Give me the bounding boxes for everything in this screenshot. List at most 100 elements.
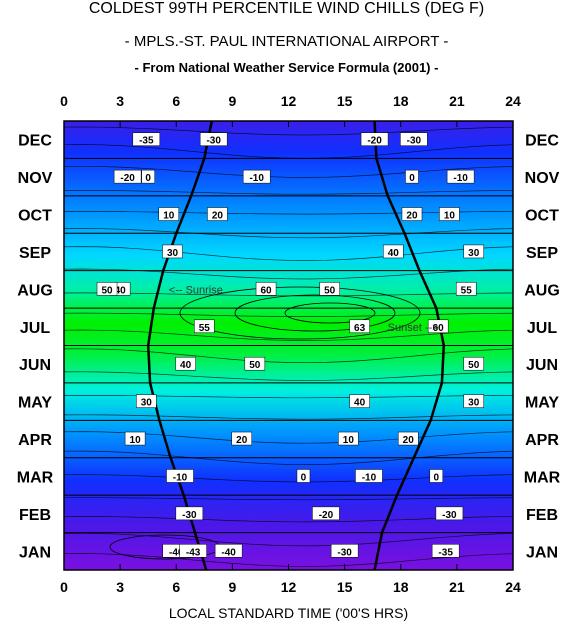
contour-value-label: 50 xyxy=(244,356,266,371)
svg-text:20: 20 xyxy=(406,211,418,222)
svg-text:30: 30 xyxy=(141,398,153,409)
contour-value-label: 55 xyxy=(455,282,477,296)
x-tick-label-top: 9 xyxy=(228,93,236,109)
month-label-left: FEB xyxy=(19,507,51,524)
contour-value-label: -10 xyxy=(166,469,194,483)
contour-value-label: 63 xyxy=(349,319,370,334)
contour-value-label: -20 xyxy=(113,169,142,184)
svg-text:63: 63 xyxy=(354,323,366,334)
contour-value-label: 40 xyxy=(349,394,370,409)
contour-line xyxy=(63,371,514,381)
svg-text:20: 20 xyxy=(236,435,248,446)
month-label-right: MAR xyxy=(524,469,561,486)
sunrise-curve xyxy=(146,120,214,571)
contour-value-label: -40 xyxy=(214,544,243,558)
svg-text:10: 10 xyxy=(343,435,355,446)
month-label-right: DEC xyxy=(525,133,559,150)
month-label-left: OCT xyxy=(18,208,52,225)
contour-value-label: 10 xyxy=(158,207,180,222)
contour-value-label: -30 xyxy=(435,506,464,521)
contour-value-label: 20 xyxy=(231,431,252,446)
month-label-left: NOV xyxy=(18,170,53,187)
contour-value-label: 50 xyxy=(319,282,340,296)
svg-text:-30: -30 xyxy=(407,136,422,147)
svg-text:-30: -30 xyxy=(337,547,352,558)
contour-value-label: 55 xyxy=(194,319,215,334)
contour-value-label: 20 xyxy=(401,207,423,222)
month-label-right: SEP xyxy=(526,245,558,262)
chart-subtitle-location: - MPLS.-ST. PAUL INTERNATIONAL AIRPORT - xyxy=(124,33,449,50)
x-tick-label-bottom: 12 xyxy=(281,579,297,595)
contour-line xyxy=(64,211,514,215)
contour-labels: -35 -30 -30 -20 -20 -10 0 -10 0 10 10 20 20 30 30 40 40 5… xyxy=(96,132,484,558)
contour-value-label: 60 xyxy=(427,319,449,334)
month-label-left: JUN xyxy=(19,357,51,374)
contour-value-label: -43 xyxy=(179,544,207,558)
contour-value-label: -35 xyxy=(431,544,460,558)
svg-text:0: 0 xyxy=(434,472,440,483)
svg-text:-10: -10 xyxy=(453,173,468,184)
contour-value-label: -30 xyxy=(175,506,204,521)
contour-value-label: 40 xyxy=(175,356,196,371)
month-label-left: MAY xyxy=(18,395,52,412)
contour-value-label: 10 xyxy=(124,431,146,446)
contour-value-label: -20 xyxy=(360,132,389,147)
contour-line xyxy=(64,497,514,501)
svg-text:-20: -20 xyxy=(120,173,135,184)
svg-text:50: 50 xyxy=(324,285,336,296)
svg-text:-10: -10 xyxy=(249,173,264,184)
x-tick-label-top: 6 xyxy=(172,93,180,109)
month-label-right: JUN xyxy=(526,357,558,374)
x-tick-label-bottom: 21 xyxy=(449,579,465,595)
contour-value-label: 60 xyxy=(255,282,277,296)
svg-text:-35: -35 xyxy=(438,547,453,558)
sunset-curve xyxy=(373,120,446,571)
x-tick-label-top: 18 xyxy=(393,93,409,109)
svg-text:10: 10 xyxy=(444,211,456,222)
x-tick-label-top: 15 xyxy=(337,93,353,109)
x-tick-label-top: 24 xyxy=(505,93,521,109)
x-tick-label-bottom: 0 xyxy=(60,579,68,595)
contour-value-label: 50 xyxy=(96,282,118,296)
contour-value-label: 30 xyxy=(463,244,484,259)
svg-text:-30: -30 xyxy=(182,510,197,521)
contour-value-label: 30 xyxy=(162,244,183,259)
chart-subtitle-formula: - From National Weather Service Formula … xyxy=(134,60,439,75)
svg-text:-40: -40 xyxy=(169,547,184,558)
svg-text:40: 40 xyxy=(388,248,400,259)
x-tick-label-bottom: 6 xyxy=(172,579,180,595)
contour-value-label: 10 xyxy=(439,207,460,222)
contour-line xyxy=(63,246,514,261)
contour-line xyxy=(63,228,514,239)
svg-text:40: 40 xyxy=(354,398,366,409)
contour-line xyxy=(63,165,514,178)
contour-line xyxy=(63,329,514,341)
contour-line xyxy=(64,190,514,195)
month-label-left: DEC xyxy=(18,133,52,150)
month-label-left: SEP xyxy=(19,245,51,262)
svg-text:10: 10 xyxy=(163,211,175,222)
svg-text:30: 30 xyxy=(468,398,480,409)
svg-text:30: 30 xyxy=(468,248,480,259)
month-label-left: AUG xyxy=(17,282,53,299)
svg-text:-20: -20 xyxy=(319,510,334,521)
svg-text:30: 30 xyxy=(167,248,179,259)
svg-text:0: 0 xyxy=(145,173,151,184)
contour-value-label: 0 xyxy=(429,469,444,483)
contour-line xyxy=(63,348,514,364)
contour-value-label: -10 xyxy=(242,169,271,184)
svg-text:50: 50 xyxy=(468,360,480,371)
month-labels: DEC DEC NOV NOV OCT OCT SEP SEP AUG AUG JUL JUL JUN J… xyxy=(17,133,561,562)
contour-value-label: -35 xyxy=(132,132,161,147)
contour-line xyxy=(63,126,514,136)
svg-text:60: 60 xyxy=(433,323,445,334)
contour-line xyxy=(63,414,514,420)
month-label-right: APR xyxy=(525,432,559,449)
svg-text:50: 50 xyxy=(101,285,113,296)
month-label-left: JAN xyxy=(19,544,51,561)
svg-text:-43: -43 xyxy=(186,547,201,558)
contour-value-label: -20 xyxy=(312,506,340,521)
sun-annotation: Sunset --> xyxy=(388,322,439,334)
x-tick-label-bottom: 24 xyxy=(505,579,521,595)
